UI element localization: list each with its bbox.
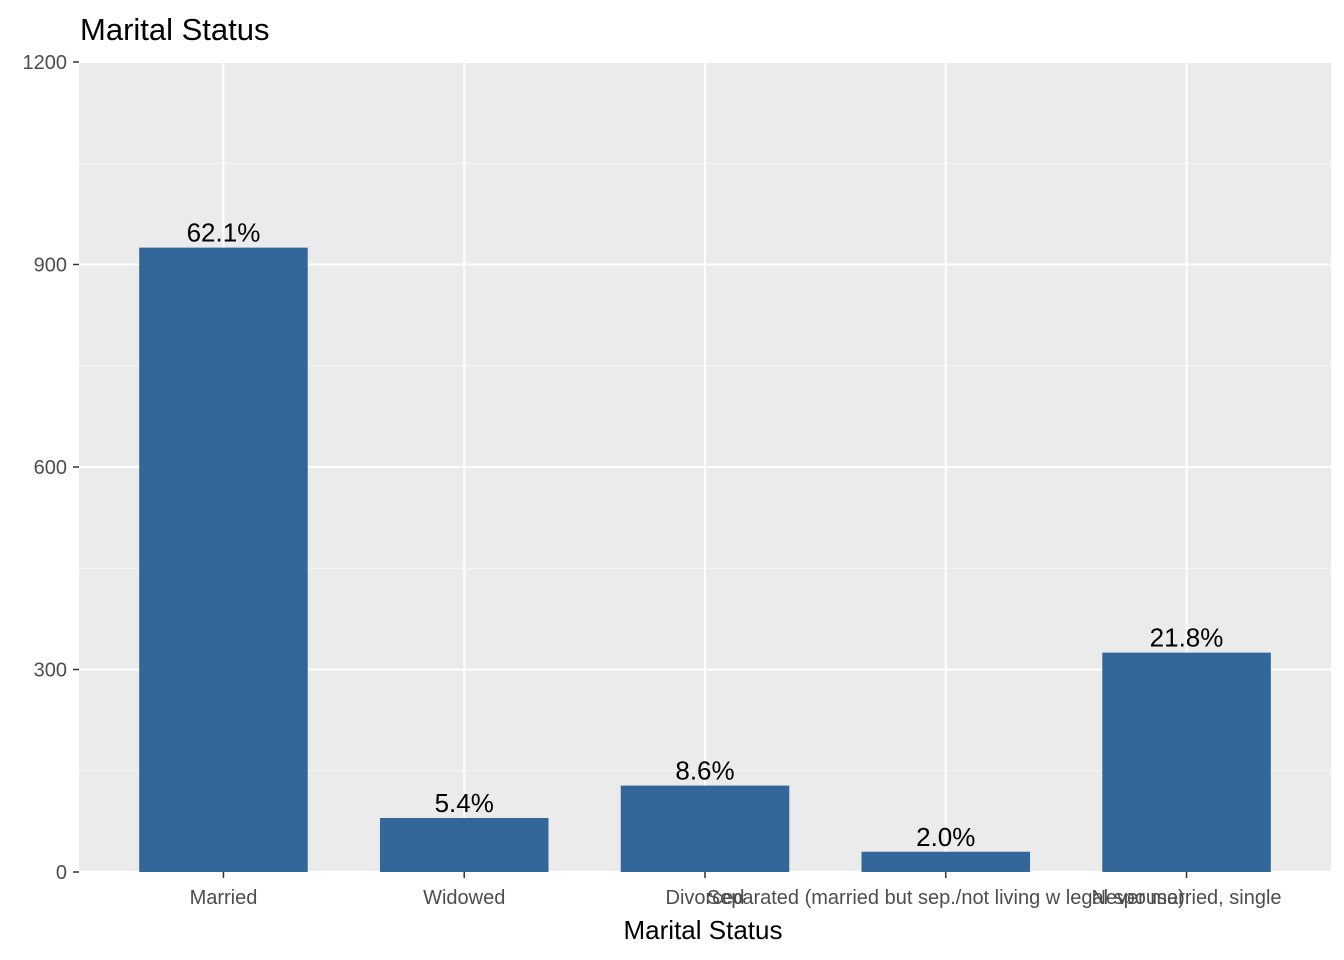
x-tick-label: Married [190, 887, 258, 909]
y-tick-label: 1200 [23, 52, 68, 74]
x-tick-label: Divorced [666, 887, 745, 909]
data-label: 2.0% [916, 822, 975, 852]
y-tick-label: 0 [56, 862, 67, 884]
y-tick-label: 600 [34, 457, 67, 479]
data-labels: 62.1% 5.4% 8.6% 2.0% 21.8% [187, 218, 1224, 852]
x-tick-label: Widowed [423, 887, 505, 909]
bar [139, 247, 308, 872]
bars [139, 247, 1271, 872]
bar [1102, 652, 1271, 872]
data-label: 21.8% [1150, 623, 1224, 653]
chart-title: Marital Status [80, 12, 270, 47]
data-label: 62.1% [187, 218, 261, 248]
data-label: 5.4% [435, 788, 494, 818]
y-tick-label: 300 [34, 660, 67, 682]
x-tick-label: Separated (married but sep./not living w… [707, 887, 1185, 909]
y-tick-label: 900 [34, 255, 67, 277]
x-axis-title: Marital Status [624, 915, 783, 945]
bar [861, 851, 1031, 872]
x-tick-label: Never married, single [1091, 887, 1281, 909]
y-axis: 0 300 600 900 1200 [23, 52, 79, 884]
bar [379, 818, 549, 872]
bar [620, 785, 790, 872]
data-label: 8.6% [675, 756, 734, 786]
